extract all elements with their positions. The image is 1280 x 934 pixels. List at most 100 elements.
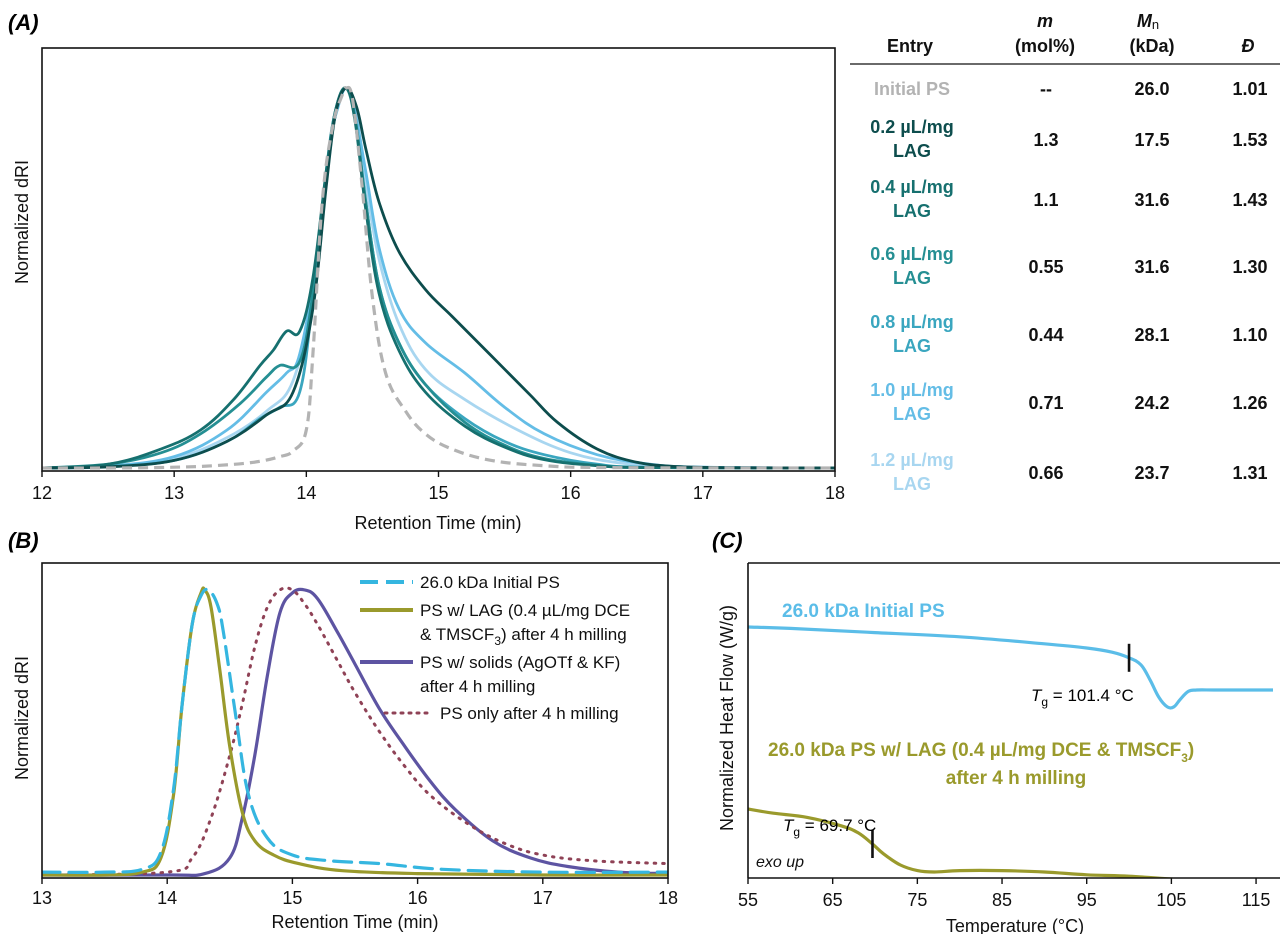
- series-initial: [42, 85, 835, 470]
- cell-m: --: [1040, 79, 1052, 99]
- x-tick-label-c: 115: [1242, 890, 1271, 910]
- legend-lag-text: & TMSCF: [420, 625, 494, 644]
- tg-lag-T: T: [783, 816, 795, 835]
- tg-initial-value: = 101.4 °C: [1048, 686, 1134, 705]
- cell-mn: 24.2: [1134, 393, 1169, 413]
- x-tick-label-b: 17: [533, 888, 553, 908]
- series-c_initial: [748, 625, 1273, 710]
- entry-name: 0.6 µL/mg: [870, 244, 953, 264]
- tg-initial-T: T: [1031, 686, 1043, 705]
- header-m-symbol: m: [1037, 11, 1053, 31]
- legend-label-lag-1: PS w/ LAG (0.4 µL/mg DCE: [420, 601, 630, 620]
- tg-initial-g: g: [1041, 695, 1048, 709]
- legend-label-solids-2: after 4 h milling: [420, 677, 535, 696]
- curve-label-lag-1: 26.0 kDa PS w/ LAG (0.4 µL/mg DCE & TMSC…: [768, 740, 1194, 765]
- y-axis-label-b: Normalized dRI: [12, 656, 32, 780]
- series-b_solids: [42, 587, 668, 877]
- x-tick-label-a: 15: [428, 483, 448, 503]
- results-table: Entry m (mol%) Mn (kDa) Đ Initial PS -- 26…: [850, 11, 1280, 494]
- x-axis-label-b: Retention Time (min): [271, 912, 438, 932]
- cell-mn: 31.6: [1134, 190, 1169, 210]
- cell-m: 1.3: [1033, 130, 1058, 150]
- legend-label-initial: 26.0 kDa Initial PS: [420, 573, 560, 592]
- header-mn-unit: (kDa): [1129, 36, 1174, 56]
- tg-label-lag: Tg = 69.7 °C: [783, 816, 876, 839]
- y-axis-label-a: Normalized dRI: [12, 160, 32, 284]
- curve-lag-text: 26.0 kDa PS w/ LAG (0.4 µL/mg DCE & TMSC…: [768, 740, 1181, 761]
- series-lag08: [42, 86, 835, 470]
- entry-name: 1.2 µL/mg: [870, 450, 953, 470]
- panel-label-c: (C): [712, 528, 743, 553]
- curve-lag-sub: 3: [1181, 751, 1188, 765]
- header-m-unit: (mol%): [1015, 36, 1075, 56]
- x-tick-label-a: 18: [825, 483, 845, 503]
- plot-frame-b: [41, 562, 669, 879]
- x-tick-label-b: 16: [408, 888, 428, 908]
- tg-lag-g: g: [793, 825, 800, 839]
- x-tick-label-c: 85: [992, 890, 1012, 910]
- curve-label-lag-2: after 4 h milling: [946, 768, 1086, 789]
- header-mn-letter: M: [1137, 11, 1153, 31]
- header-dispersity: Đ: [1242, 36, 1255, 56]
- header-mn-subscript: n: [1152, 17, 1159, 32]
- series-lag04: [42, 86, 835, 470]
- header-mn-symbol: Mn: [1137, 11, 1159, 32]
- cell-dispersity: 1.43: [1232, 190, 1267, 210]
- x-axis-label-a: Retention Time (min): [354, 513, 521, 533]
- entry-name: 0.4 µL/mg: [870, 177, 953, 197]
- cell-dispersity: 1.01: [1232, 79, 1267, 99]
- cell-m: 0.55: [1028, 257, 1063, 277]
- chart-c: 55 65 75 85 95 105 115 Temperature (°C) Normal…: [717, 562, 1280, 934]
- x-tick-label-c: 65: [823, 890, 843, 910]
- chart-a: 12 13 14 15 16 17 18 Retention Time (min) Norm…: [12, 47, 845, 533]
- entry-name: Initial PS: [874, 79, 950, 99]
- cell-m: 0.71: [1028, 393, 1063, 413]
- cell-dispersity: 1.31: [1232, 463, 1267, 483]
- tg-lag-value: = 69.7 °C: [800, 816, 876, 835]
- entry-name: 0.2 µL/mg: [870, 117, 953, 137]
- series-b_psonly: [42, 586, 668, 877]
- cell-dispersity: 1.10: [1232, 325, 1267, 345]
- chart-b: 13 14 15 16 17 18 Retention Time (min) Normal…: [12, 562, 678, 932]
- x-tick-label-b: 13: [32, 888, 52, 908]
- panel-label-a: (A): [8, 10, 39, 35]
- x-tick-label-a: 17: [693, 483, 713, 503]
- entry-name-lag: LAG: [893, 474, 931, 494]
- x-tick-label-b: 18: [658, 888, 678, 908]
- cell-mn: 26.0: [1134, 79, 1169, 99]
- entry-name: 0.8 µL/mg: [870, 312, 953, 332]
- cell-m: 1.1: [1033, 190, 1058, 210]
- cell-dispersity: 1.26: [1232, 393, 1267, 413]
- panel-label-b: (B): [8, 528, 39, 553]
- entry-name-lag: LAG: [893, 141, 931, 161]
- series-lag10: [42, 86, 835, 470]
- x-tick-label-a: 13: [164, 483, 184, 503]
- cell-mn: 17.5: [1134, 130, 1169, 150]
- header-entry: Entry: [887, 36, 933, 56]
- cell-mn: 31.6: [1134, 257, 1169, 277]
- x-tick-label-a: 16: [561, 483, 581, 503]
- entry-name-lag: LAG: [893, 201, 931, 221]
- exo-up-note: exo up: [756, 854, 804, 871]
- x-tick-label-c: 55: [738, 890, 758, 910]
- legend-label-lag-2: & TMSCF3) after 4 h milling: [420, 625, 627, 648]
- x-tick-label-c: 95: [1077, 890, 1097, 910]
- series-c_lag: [748, 807, 1181, 878]
- entry-name-lag: LAG: [893, 268, 931, 288]
- legend-label-solids-1: PS w/ solids (AgOTf & KF): [420, 653, 620, 672]
- legend-label-psonly: PS only after 4 h milling: [440, 704, 619, 723]
- legend-b: 26.0 kDa Initial PS PS w/ LAG (0.4 µL/mg…: [360, 573, 630, 723]
- series-lag02: [42, 86, 835, 470]
- series-b_initial: [42, 587, 668, 874]
- series-lag12: [42, 86, 835, 470]
- x-tick-label-c: 105: [1156, 890, 1186, 910]
- x-tick-label-b: 15: [282, 888, 302, 908]
- x-tick-label-a: 14: [296, 483, 316, 503]
- cell-m: 0.66: [1028, 463, 1063, 483]
- cell-dispersity: 1.30: [1232, 257, 1267, 277]
- entry-name: 1.0 µL/mg: [870, 380, 953, 400]
- entry-name-lag: LAG: [893, 404, 931, 424]
- series-lag06: [42, 86, 835, 470]
- curve-label-initial: 26.0 kDa Initial PS: [782, 601, 945, 622]
